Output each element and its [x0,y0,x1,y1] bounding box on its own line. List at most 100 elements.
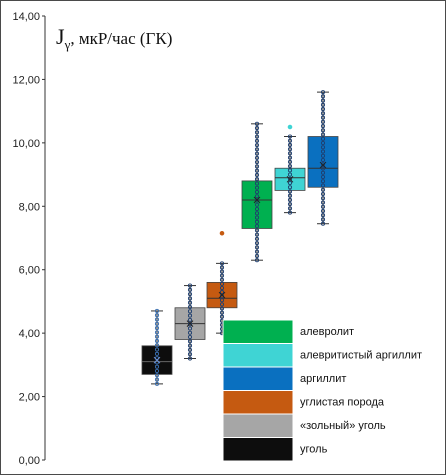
data-point [254,236,260,241]
data-point [320,90,326,95]
data-point [287,142,293,148]
data-point [320,132,326,137]
data-point [187,343,193,348]
data-point [154,326,160,331]
data-point [287,172,293,177]
data-point [320,162,326,167]
legend-item: аргиллит [222,366,346,391]
data-point [187,300,193,305]
data-point [254,181,260,186]
data-point [219,314,225,319]
data-point [187,326,193,331]
data-point [320,174,326,180]
data-point [287,134,293,139]
data-point [219,302,225,307]
data-point [254,164,260,169]
legend-item: «зольный» уголь [222,413,386,438]
data-point [320,136,326,141]
data-point [320,98,326,103]
data-point [287,147,293,152]
data-point [154,364,160,369]
data-point [320,124,326,129]
data-point [320,213,326,218]
data-point [254,189,260,195]
legend-swatch [222,437,294,462]
legend-swatch [222,390,294,415]
data-point [320,187,326,192]
data-point [320,157,326,163]
data-point [254,121,260,126]
legend-swatch [222,319,294,344]
box-3 [206,230,238,336]
data-point [187,356,193,361]
data-point [219,261,225,266]
data-point [254,134,260,139]
legend-item: алевролит [222,319,354,344]
data-point [154,377,160,382]
data-point [154,360,160,365]
data-point [320,183,326,188]
data-point [254,130,260,135]
data-point [320,166,326,171]
data-point [287,193,293,198]
y-axis-ticks: 0,00 2,00 4,00 6,00 8,00 10,00 12,00 14,00 [12,11,45,467]
data-point [320,221,326,226]
data-point [254,185,260,190]
data-point [254,160,260,165]
data-point [254,172,260,178]
data-point [154,347,160,352]
data-point [187,317,193,322]
data-point [154,321,160,326]
legend-label: углистая порода [300,397,385,409]
data-point [187,283,193,288]
data-point [254,194,260,199]
data-point [254,147,260,152]
legend-swatch [222,343,294,368]
legend-label: алевролит [300,326,354,338]
mean-marker [186,320,194,327]
data-point [187,313,193,318]
data-point [320,170,326,175]
data-point [287,189,293,194]
data-point [187,322,193,327]
mean-marker [253,196,261,204]
data-point [287,151,293,156]
box-plot-series [141,90,339,386]
data-point [320,149,326,154]
data-point [320,119,326,124]
data-point [219,277,225,282]
box-2 [174,283,206,361]
data-point [219,273,225,278]
outlier-point [287,124,293,130]
data-point [219,298,225,303]
data-point [219,269,225,274]
data-point [187,335,193,340]
data-point [320,107,326,112]
data-point [320,115,326,120]
data-point [254,202,260,207]
data-point [320,200,326,205]
data-point [154,334,160,339]
data-point [254,143,260,148]
data-point [287,210,293,215]
y-tick-label: 10,00 [12,138,40,150]
mean-marker [319,161,327,169]
data-point [254,151,260,156]
data-point [154,313,160,318]
data-point [254,168,260,173]
data-point [154,381,160,386]
data-point [320,208,326,214]
data-point [154,338,160,344]
data-point [287,159,293,164]
data-point [254,249,260,254]
y-tick-label: 2,00 [19,392,40,404]
data-point [287,168,293,173]
y-tick-label: 14,00 [12,11,40,23]
data-point [254,211,260,216]
data-point [320,111,326,116]
data-point [219,290,225,295]
data-point [187,347,193,352]
data-point [320,191,326,197]
data-point [254,245,260,250]
